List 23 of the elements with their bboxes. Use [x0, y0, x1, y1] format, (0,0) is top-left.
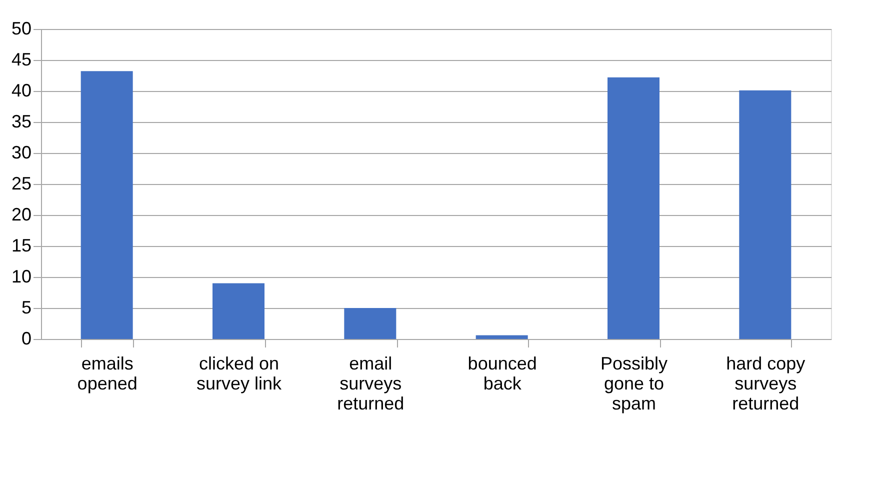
- bar: [739, 90, 792, 339]
- y-tick-label: 25: [11, 174, 32, 194]
- bar: [344, 308, 396, 339]
- bar: [212, 283, 264, 339]
- bar: [80, 71, 133, 339]
- y-tick-label: 30: [11, 142, 32, 162]
- x-tick-label: email surveys returned: [337, 354, 404, 414]
- y-tick-label: 35: [11, 112, 32, 132]
- y-tick-label: 50: [11, 18, 32, 38]
- y-tick-label: 45: [11, 50, 32, 70]
- y-tick-label: 20: [11, 204, 32, 224]
- x-tick-label: clicked on survey link: [196, 354, 283, 394]
- y-tick-label: 0: [21, 328, 32, 348]
- bar: [476, 335, 528, 339]
- y-tick-label: 15: [11, 236, 32, 256]
- x-tick-label: emails opened: [77, 354, 138, 394]
- y-tick-label: 5: [21, 298, 32, 318]
- x-tick-label: bounced back: [468, 354, 537, 394]
- y-tick-label: 40: [11, 80, 32, 100]
- y-tick-label: 10: [11, 266, 32, 286]
- x-tick-label: Possibly gone to spam: [600, 354, 668, 414]
- x-tick-label: hard copy surveys returned: [726, 354, 806, 414]
- bar: [608, 77, 660, 339]
